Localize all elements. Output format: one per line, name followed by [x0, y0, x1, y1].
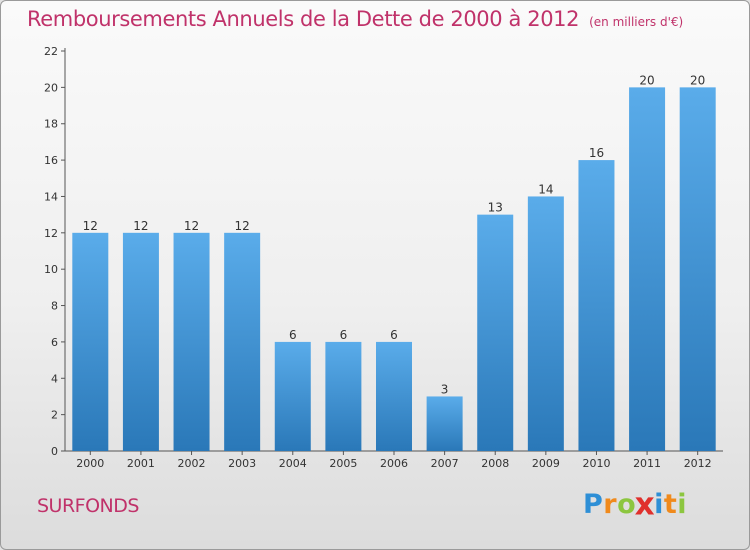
bar-2006: [376, 341, 412, 451]
chart-labels: 12 12 12 12 6 6 6 3 13 14 16 20 20: [83, 73, 706, 396]
y-tick-label: 4: [51, 372, 58, 385]
bar-value-label: 20: [690, 73, 705, 87]
bar-value-label: 14: [538, 182, 553, 196]
bar-2003: [224, 232, 261, 451]
x-tick-label: 2004: [279, 457, 307, 470]
bar-value-label: 12: [133, 219, 148, 233]
x-tick-label: 2008: [481, 457, 509, 470]
x-tick-label: 2003: [228, 457, 256, 470]
bar-value-label: 12: [83, 219, 98, 233]
x-tick-label: 2010: [582, 457, 610, 470]
y-tick-label: 22: [44, 45, 58, 58]
chart-unit: (en milliers d'€): [589, 15, 684, 29]
bar-value-label: 3: [441, 382, 449, 396]
bar-value-label: 20: [639, 73, 654, 87]
bar-2008: [477, 214, 514, 451]
chart-axes: 0 2 4 6 8 10 12 14 16 18 20 22 2000 2001 2002 2003 2004 2…: [44, 45, 723, 470]
chart-title-text: Remboursements Annuels de la Dette de 20…: [27, 7, 580, 31]
y-tick-label: 0: [51, 445, 58, 458]
x-tick-label: 2001: [127, 457, 155, 470]
x-tick-label: 2007: [431, 457, 459, 470]
bar-value-label: 13: [488, 201, 503, 215]
logo-letter: P: [583, 489, 604, 520]
chart-title: Remboursements Annuels de la Dette de 20…: [27, 7, 683, 31]
y-tick-label: 16: [44, 154, 58, 167]
logo-letter: r: [603, 489, 618, 520]
place-name: SURFONDS: [37, 495, 139, 517]
y-tick-label: 8: [51, 300, 58, 313]
y-tick-label: 2: [51, 409, 58, 422]
y-tick-label: 6: [51, 336, 58, 349]
x-tick-label: 2011: [633, 457, 661, 470]
bar-2004: [274, 341, 311, 451]
proxiti-logo: Proxiti: [583, 486, 688, 523]
bar-2009: [527, 196, 564, 451]
bar-value-label: 12: [184, 219, 199, 233]
bar-2012: [679, 87, 716, 451]
bar-value-label: 16: [589, 146, 604, 160]
bar-2005: [325, 341, 362, 451]
bar-2007: [426, 396, 463, 451]
y-tick-label: 14: [44, 190, 58, 203]
bar-2010: [578, 160, 615, 451]
bar-value-label: 6: [289, 328, 297, 342]
bar-value-label: 6: [390, 328, 398, 342]
logo-letter: i: [654, 489, 664, 520]
y-tick-label: 10: [44, 263, 58, 276]
x-tick-label: 2009: [532, 457, 560, 470]
bar-value-label: 6: [340, 328, 348, 342]
x-tick-label: 2002: [178, 457, 206, 470]
bar-2002: [173, 232, 210, 451]
logo-letter: i: [677, 489, 688, 520]
y-tick-label: 12: [44, 227, 58, 240]
x-tick-label: 2012: [684, 457, 712, 470]
y-tick-label: 18: [44, 118, 58, 131]
x-tick-label: 2005: [329, 457, 357, 470]
bar-2001: [122, 232, 159, 451]
bar-2011: [629, 87, 666, 451]
logo-letter: t: [663, 489, 678, 520]
bar-2000: [72, 232, 109, 451]
x-tick-label: 2006: [380, 457, 408, 470]
bar-value-label: 12: [235, 219, 250, 233]
y-tick-label: 20: [44, 81, 58, 94]
logo-letter: x: [634, 486, 656, 523]
logo-letter: o: [617, 489, 637, 520]
chart-bars: [72, 87, 716, 451]
x-tick-label: 2000: [76, 457, 104, 470]
